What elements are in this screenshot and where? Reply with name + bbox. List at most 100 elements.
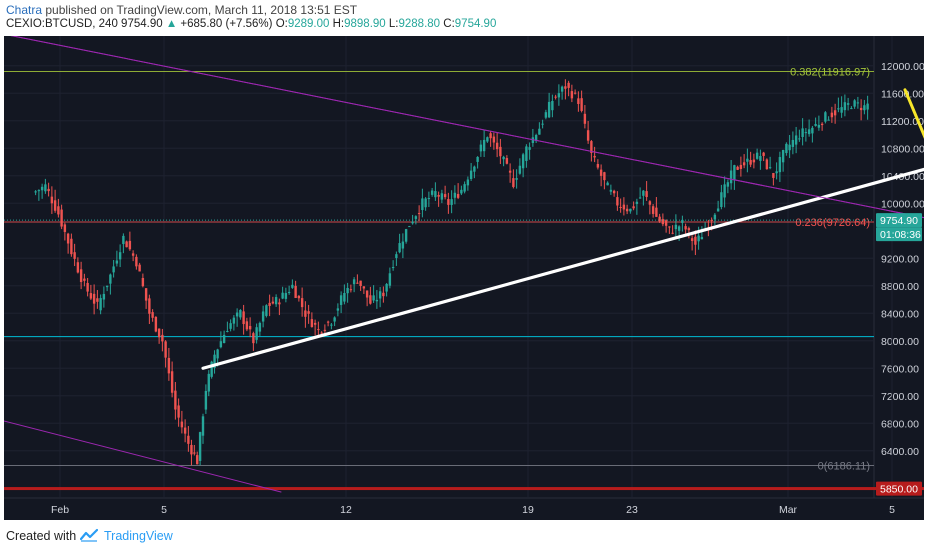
candle-body: [726, 182, 730, 187]
candle-body: [840, 107, 843, 113]
candle-body: [398, 243, 401, 253]
published-text: published on TradingView.com, March 11, …: [45, 3, 358, 17]
candle-body: [196, 455, 199, 465]
candle-body: [863, 105, 866, 111]
white-trendline: [201, 167, 924, 370]
candle-body: [460, 189, 463, 194]
candle-body: [118, 252, 122, 260]
candle-body: [190, 444, 193, 455]
candle-body: [375, 299, 379, 302]
candle-body: [570, 91, 574, 99]
support-price-label: 5850.00: [880, 484, 918, 496]
candle-body: [551, 100, 554, 111]
candle-body: [781, 149, 785, 163]
countdown-label-bg: [876, 227, 922, 242]
candle-body: [486, 137, 489, 142]
candle-body: [297, 295, 301, 299]
candle-body: [417, 213, 421, 215]
candle-body: [466, 179, 470, 186]
candle-body: [378, 291, 382, 299]
candle-body: [502, 156, 505, 160]
candle-body: [642, 190, 645, 196]
candle-body: [512, 178, 515, 187]
candle-body: [63, 224, 67, 232]
candle-body: [271, 301, 275, 304]
candle-body: [687, 228, 691, 231]
candle-body: [827, 119, 830, 121]
candle-body: [424, 198, 427, 208]
y-tick-label: 8000.00: [881, 336, 919, 348]
y-tick-label: 10000.00: [881, 198, 924, 210]
candle-body: [34, 191, 37, 193]
candle-body: [837, 108, 840, 110]
low-label: L:: [388, 18, 399, 30]
candle-body: [632, 206, 635, 209]
candle-body: [369, 295, 372, 304]
candle-body: [232, 317, 236, 324]
candle-body: [616, 197, 619, 206]
candle-body: [105, 285, 109, 288]
candle-body: [333, 317, 336, 322]
candle-body: [495, 142, 499, 150]
candle-body: [372, 295, 375, 301]
candle-body: [135, 256, 138, 267]
price-chart[interactable]: 12000.0011600.0011200.0010800.0010400.00…: [4, 36, 924, 520]
candle-body: [404, 229, 408, 242]
pitchfork-line-overlay: [10, 36, 924, 219]
candle-body: [807, 129, 811, 135]
candle-body: [723, 184, 726, 198]
candle-body: [645, 191, 648, 198]
candle-body: [619, 206, 622, 208]
candle-body: [655, 207, 658, 217]
candle-body: [473, 166, 476, 172]
candle-body: [668, 226, 671, 228]
x-tick-label: 12: [340, 504, 352, 516]
candle-body: [521, 154, 525, 169]
candle-body: [629, 208, 632, 212]
candle-body: [713, 214, 717, 220]
candle-body: [187, 435, 190, 444]
candle-body: [801, 128, 804, 137]
candle-body: [820, 123, 824, 126]
candle-body: [772, 173, 775, 178]
candle-body: [239, 310, 242, 318]
candle-body: [89, 293, 93, 299]
candle-body: [859, 107, 863, 111]
candle-body: [66, 233, 70, 244]
candle-body: [492, 136, 496, 143]
candle-body: [213, 354, 216, 369]
candle-body: [762, 152, 765, 156]
author-link[interactable]: Chatra: [6, 3, 43, 17]
candle-body: [198, 432, 202, 461]
candle-body: [86, 282, 89, 292]
candle-body: [798, 138, 801, 140]
candle-body: [440, 193, 444, 200]
candle-body: [622, 204, 626, 210]
candle-body: [131, 253, 135, 256]
ohlc-line: CEXIO:BTCUSD, 240 9754.90 ▲ +685.80 (+7.…: [6, 18, 496, 30]
candle-body: [752, 159, 756, 163]
candle-body: [560, 86, 564, 92]
candle-body: [164, 341, 167, 358]
candle-body: [151, 312, 154, 318]
candle-body: [278, 302, 281, 305]
candle-body: [577, 98, 580, 104]
candle-body: [443, 194, 447, 198]
x-tick-label: Mar: [779, 504, 798, 516]
tradingview-brand[interactable]: TradingView: [104, 529, 173, 543]
candle-body: [193, 452, 196, 454]
candle-body: [518, 165, 522, 174]
y-tick-label: 6400.00: [881, 446, 919, 458]
candle-body: [174, 390, 177, 410]
candle-body: [564, 86, 567, 89]
candle-body: [73, 252, 76, 259]
candle-body: [102, 293, 106, 300]
candle-body: [599, 169, 603, 176]
candle-body: [170, 371, 174, 393]
candle-body: [625, 208, 629, 212]
candle-body: [817, 124, 821, 128]
candle-body: [697, 235, 700, 242]
candle-body: [268, 302, 271, 306]
candle-body: [391, 267, 395, 269]
chart-area[interactable]: 12000.0011600.0011200.0010800.0010400.00…: [4, 36, 924, 520]
